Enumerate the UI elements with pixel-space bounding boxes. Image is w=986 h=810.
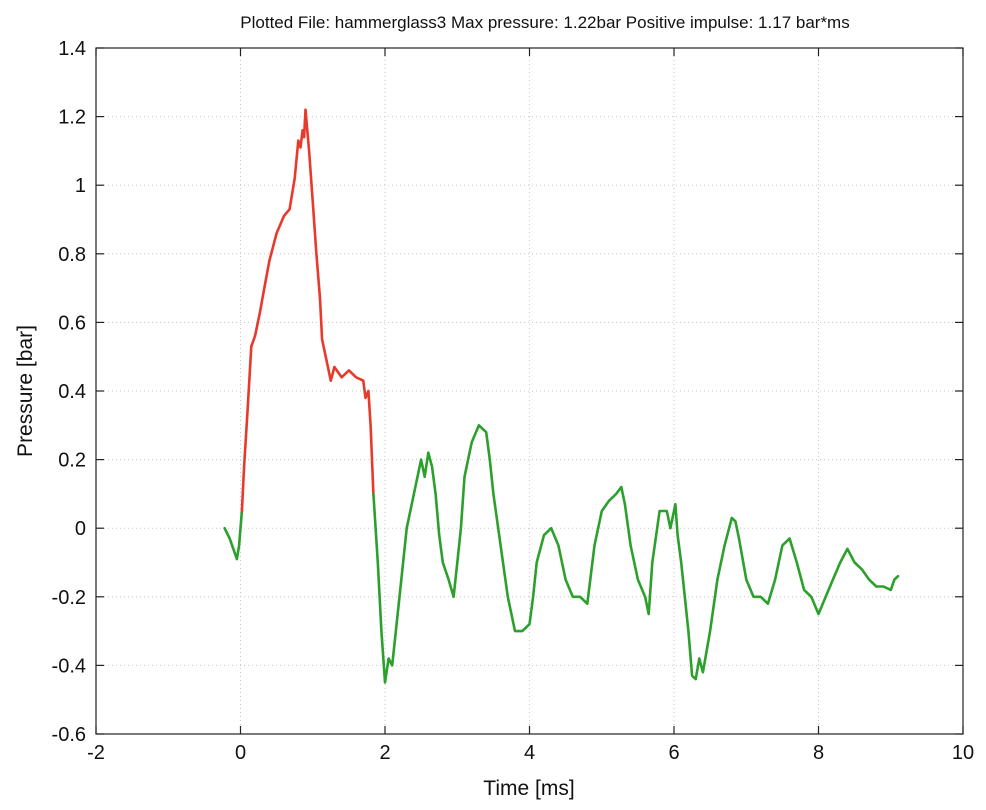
y-tick-label: 1.4 <box>58 38 86 60</box>
series-line-1 <box>223 509 244 561</box>
y-tick-label: 1.2 <box>58 107 86 129</box>
y-tick-label: 0.6 <box>58 312 86 334</box>
x-tick-label: -2 <box>87 742 105 764</box>
x-axis-label: Time [ms] <box>483 777 574 800</box>
chart-title: Plotted File: hammerglass3 Max pressure:… <box>240 13 849 32</box>
x-tick-label: 8 <box>813 742 824 764</box>
series-line-2 <box>240 108 375 513</box>
ticks <box>95 47 964 735</box>
y-tick-label: 0.8 <box>58 244 86 266</box>
y-tick-label: 0 <box>75 518 86 540</box>
y-tick-labels: -0.6 -0.4 -0.2 0 0.2 0.4 0.6 0.8 1 1.2 1.4 <box>52 38 86 746</box>
x-tick-labels: -2 0 2 4 6 8 10 <box>87 742 974 764</box>
y-tick-label: 0.4 <box>58 381 86 403</box>
x-tick-label: 0 <box>235 742 246 764</box>
x-tick-label: 6 <box>668 742 679 764</box>
y-tick-label: -0.2 <box>52 587 86 609</box>
y-tick-label: 0.2 <box>58 450 86 472</box>
x-tick-label: 4 <box>524 742 535 764</box>
x-tick-label: 10 <box>952 742 974 764</box>
series-line-3 <box>372 423 900 684</box>
y-tick-label: -0.4 <box>52 655 86 677</box>
x-tick-label: 2 <box>379 742 390 764</box>
y-tick-label: 1 <box>75 175 86 197</box>
y-axis-label: Pressure [bar] <box>14 325 37 457</box>
plot-lines <box>223 108 900 684</box>
y-tick-label: -0.6 <box>52 724 86 746</box>
